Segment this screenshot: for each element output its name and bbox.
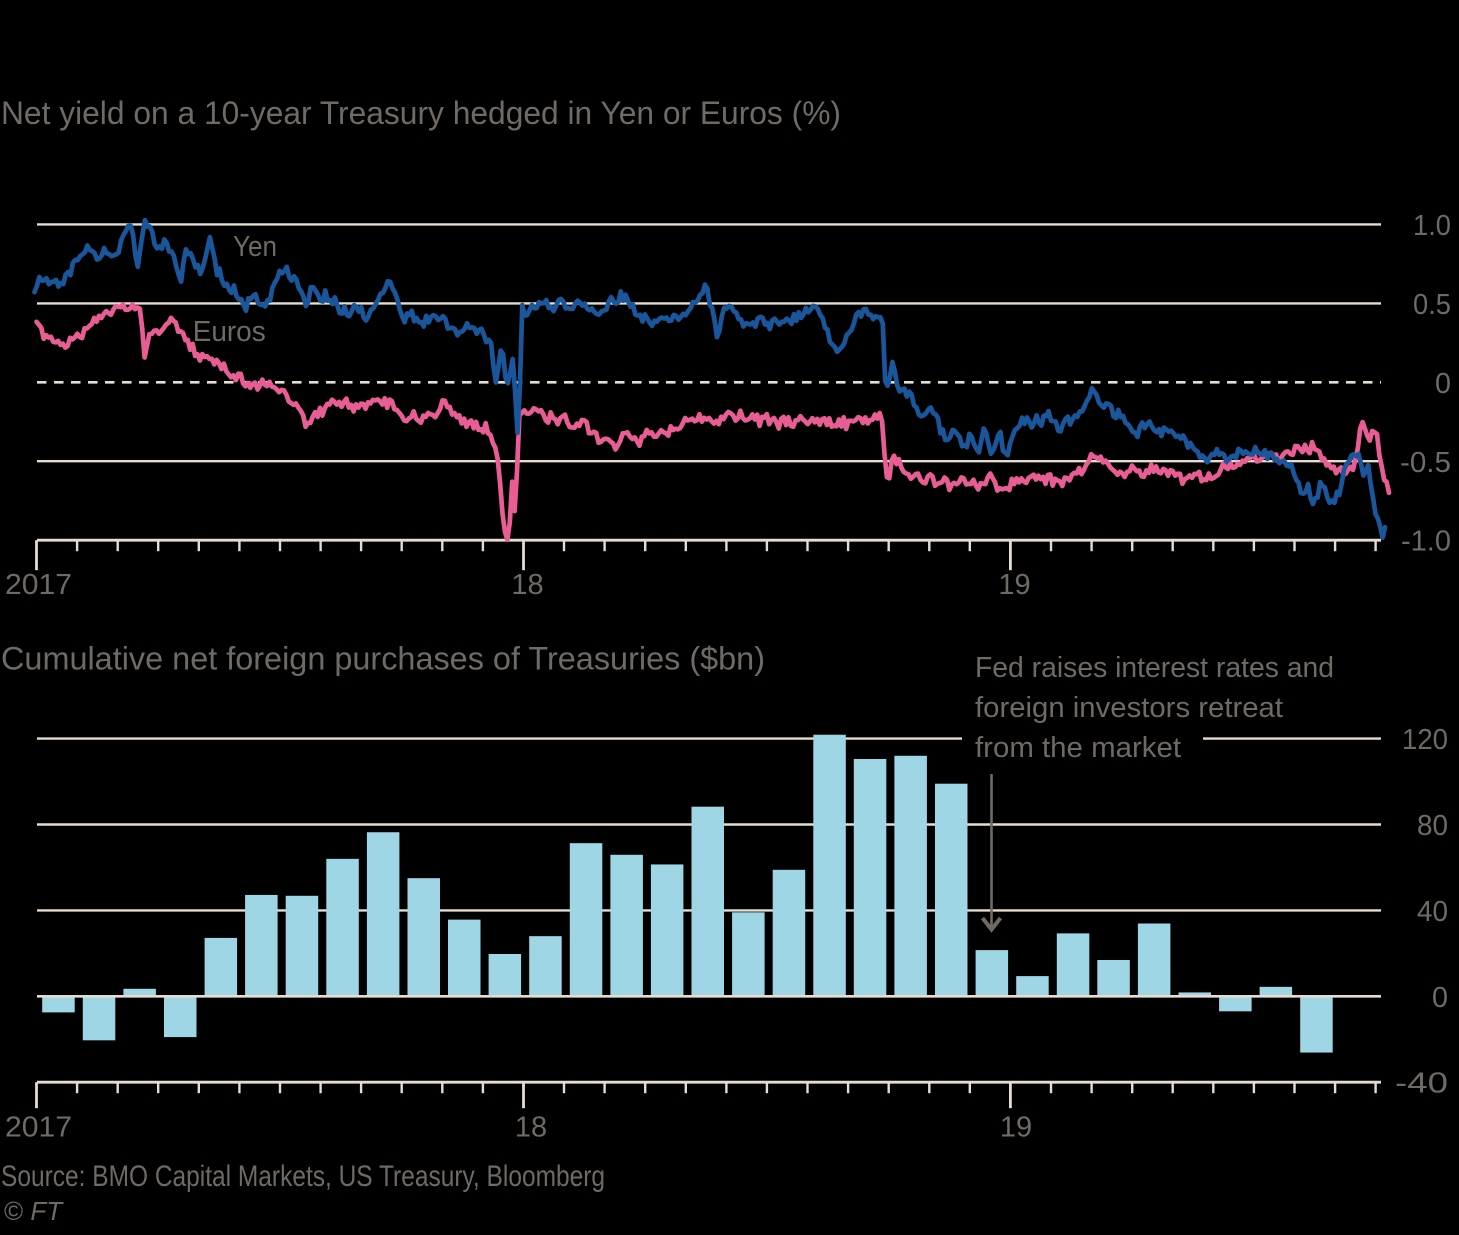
- svg-text:-40: -40: [1395, 1068, 1448, 1100]
- svg-text:19: 19: [998, 569, 1030, 601]
- svg-text:18: 18: [515, 1112, 547, 1144]
- svg-text:19: 19: [1000, 1112, 1032, 1144]
- svg-text:120: 120: [1402, 724, 1448, 756]
- svg-text:0: 0: [1432, 982, 1448, 1014]
- svg-text:Yen: Yen: [233, 231, 277, 263]
- svg-text:Source: BMO Capital Markets, U: Source: BMO Capital Markets, US Treasury…: [1, 1160, 605, 1193]
- svg-text:Fed raises interest rates and: Fed raises interest rates and: [975, 652, 1334, 684]
- svg-text:0: 0: [1435, 368, 1451, 400]
- svg-text:-1.0: -1.0: [1401, 526, 1451, 558]
- svg-text:Euros: Euros: [193, 316, 266, 348]
- svg-text:Net yield on a 10-year Treasur: Net yield on a 10-year Treasury hedged i…: [1, 95, 841, 131]
- svg-text:2017: 2017: [5, 569, 72, 601]
- svg-text:0.5: 0.5: [1413, 289, 1451, 321]
- svg-text:18: 18: [511, 569, 543, 601]
- svg-text:from the market: from the market: [975, 732, 1181, 764]
- svg-text:40: 40: [1417, 896, 1448, 928]
- svg-text:-0.5: -0.5: [1400, 447, 1451, 479]
- svg-text:Cumulative net foreign purchas: Cumulative net foreign purchases of Trea…: [1, 641, 765, 677]
- svg-text:© FT: © FT: [4, 1196, 64, 1226]
- svg-text:foreign investors retreat: foreign investors retreat: [975, 692, 1283, 724]
- svg-text:2017: 2017: [5, 1112, 72, 1144]
- svg-text:80: 80: [1417, 810, 1448, 842]
- svg-text:1.0: 1.0: [1413, 210, 1451, 242]
